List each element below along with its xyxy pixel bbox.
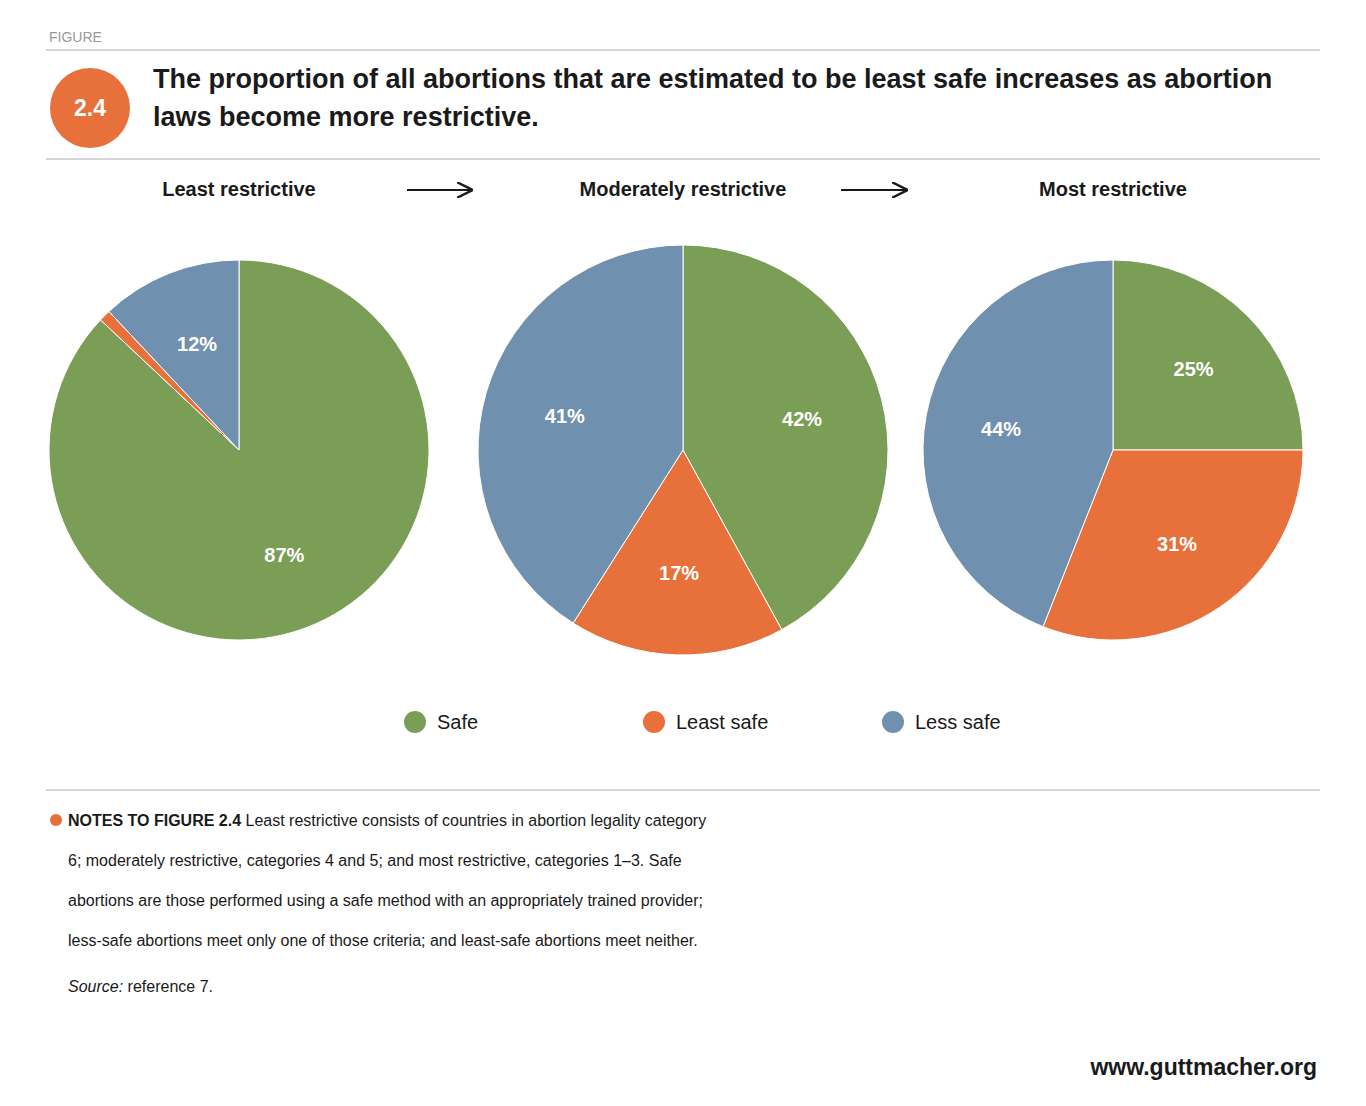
legend-entry: Less safe [915,711,1001,733]
website: www.guttmacher.org [1089,1054,1317,1080]
bullet [50,814,62,826]
data-label: 31% [1157,533,1197,555]
title: The proportion of all abortions that are… [153,64,1272,132]
title-line: laws become more restrictive. [153,102,539,132]
data-label: 41% [545,405,585,427]
pie-title: Most restrictive [1039,178,1187,200]
figure-label: FIGURE [49,29,102,45]
separator [46,50,1320,51]
note-line: abortions are those performed using a sa… [68,892,703,909]
separator [46,159,1320,160]
legend-swatch [404,711,426,733]
arrow [407,189,471,191]
note-line: NOTES TO FIGURE 2.4 Least restrictive co… [68,812,706,829]
data-label: 17% [659,562,699,584]
data-label: 25% [1174,358,1214,380]
data-label: 12% [177,333,217,355]
note-line: 6; moderately restrictive, categories 4 … [68,852,682,869]
note-line: less-safe abortions meet only one of tho… [68,932,698,949]
pie-slice [49,260,429,640]
data-label: 42% [782,408,822,430]
pie-slice [109,260,239,450]
legend-entry: Safe [437,711,478,733]
legend-entry: Least safe [676,711,768,733]
pie-title: Least restrictive [162,178,315,200]
source-label: Source: [68,978,123,995]
data-label: 87% [264,544,304,566]
separator [46,790,1320,791]
source-line: Source: reference 7. [68,978,213,995]
pie-slice [1113,260,1303,450]
pie: 42% 17% 41% [478,245,888,655]
figure: FIGURE 2.4 The proportion of all abortions… [0,0,1366,1106]
pie-title: Moderately restrictive [580,178,787,200]
pie: 87% 12% [49,260,429,640]
pie-slice [923,260,1113,627]
note-text: Least restrictive consists of countries … [241,812,706,829]
pie-slice [478,245,683,623]
badge-number: 2.4 [74,95,106,121]
note-heading: NOTES TO FIGURE 2.4 [68,812,241,829]
arrow [841,189,906,191]
legend: Safe Least safe Less safe [404,711,1001,733]
pie: 25% 31% 44% [923,260,1303,640]
legend-swatch [643,711,665,733]
legend-swatch [882,711,904,733]
title-line: The proportion of all abortions that are… [153,64,1272,94]
source-text: reference 7. [123,978,213,995]
data-label: 44% [981,418,1021,440]
badge [50,68,130,148]
